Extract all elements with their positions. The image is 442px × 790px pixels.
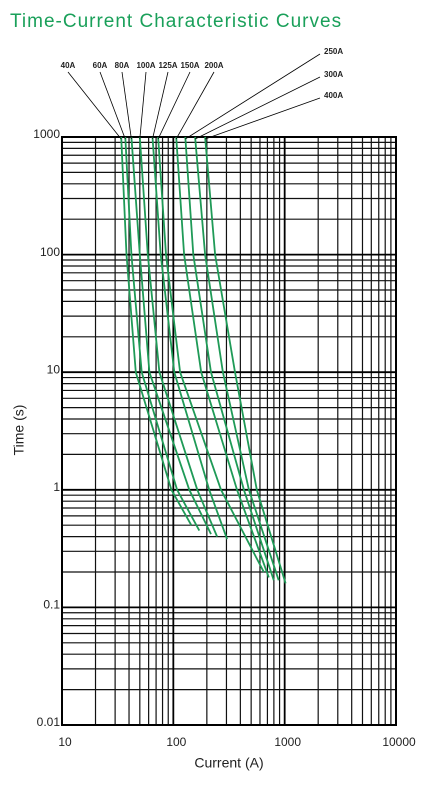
y-tick-label: 10	[47, 362, 61, 376]
curve	[204, 136, 287, 584]
y-tick-label: 0.1	[43, 598, 60, 612]
curve-label: 300A	[324, 70, 343, 79]
curve-label: 400A	[324, 91, 343, 100]
y-axis-label: Time (s)	[11, 405, 27, 456]
curve-label: 80A	[115, 61, 130, 70]
leader-line	[204, 97, 321, 140]
leader-line	[185, 53, 321, 140]
leader-line	[157, 71, 191, 140]
curve	[120, 136, 193, 526]
curve	[130, 136, 212, 535]
y-tick-label: 0.01	[37, 715, 61, 729]
curve-label: 40A	[61, 61, 76, 70]
leader-line	[99, 71, 126, 140]
curve-label: 200A	[204, 61, 223, 70]
curve	[124, 136, 201, 532]
leader-line	[152, 71, 169, 140]
x-tick-label: 1000	[274, 735, 301, 749]
leader-line	[175, 71, 215, 140]
x-tick-label: 10000	[382, 735, 416, 749]
curve-label: 150A	[180, 61, 199, 70]
curve	[184, 136, 275, 581]
curve	[194, 136, 280, 581]
y-tick-label: 1000	[33, 127, 60, 141]
leader-line	[194, 76, 321, 140]
chart-title: Time-Current Characteristic Curves	[10, 11, 342, 32]
curve	[138, 136, 218, 537]
leader-line	[121, 71, 132, 140]
curve-label: 100A	[136, 61, 155, 70]
curve	[157, 136, 265, 573]
y-tick-label: 1	[53, 480, 60, 494]
curve	[151, 136, 228, 540]
leader-line	[139, 71, 147, 140]
curve	[175, 136, 270, 578]
plot-frame	[61, 136, 397, 726]
curve-label: 60A	[93, 61, 108, 70]
curve-label: 250A	[324, 47, 343, 56]
leader-line	[67, 71, 122, 140]
x-tick-label: 100	[166, 735, 186, 749]
curve-label: 125A	[158, 61, 177, 70]
x-axis-label: Current (A)	[194, 755, 263, 771]
y-tick-label: 100	[40, 245, 60, 259]
x-tick-label: 10	[58, 735, 72, 749]
